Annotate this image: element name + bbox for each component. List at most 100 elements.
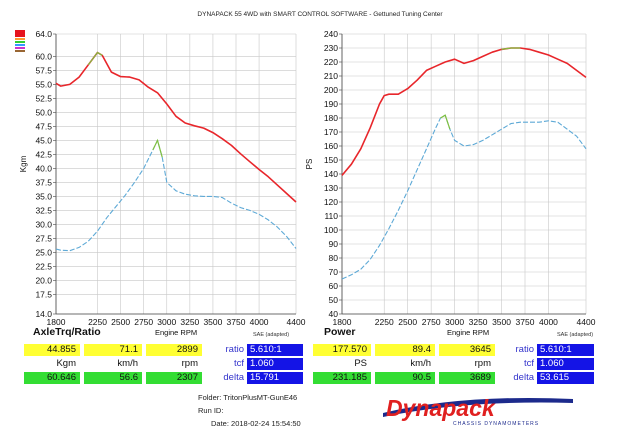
run-swatch-2[interactable] <box>15 38 25 40</box>
date-label: Date: <box>211 419 229 428</box>
logo-subtext: CHASSIS DYNAMOMETERS <box>453 421 539 427</box>
power-x-tick-label: 3250 <box>469 317 488 327</box>
torque-peak-rpm: 2307 <box>146 372 202 384</box>
run-swatch-3[interactable] <box>15 41 25 43</box>
power-y-tick-label: 240 <box>324 29 338 39</box>
torque-x-tick-label: 3500 <box>203 317 222 327</box>
power-rpm: 3645 <box>439 344 495 356</box>
torque-xlabel: Engine RPM <box>155 328 198 337</box>
power-y-tick-label: 60 <box>329 281 339 291</box>
right-ratio-label: ratio <box>515 344 534 355</box>
torque-rpm-unit: rpm <box>181 358 198 369</box>
report-title: DYNAPACK 55 4WD with SMART CONTROL SOFTW… <box>197 11 443 18</box>
power-rpm-unit: rpm <box>474 358 491 369</box>
torque-y-tick-label: 35.0 <box>35 191 52 201</box>
left-delta-value[interactable]: 15.791 <box>247 372 303 384</box>
runid-row: Run ID: <box>198 406 223 415</box>
torque-value: 44.855 <box>24 344 80 356</box>
power-x-tick-label: 4000 <box>539 317 558 327</box>
power-y-tick-label: 40 <box>329 309 339 319</box>
torque-rpm: 2899 <box>146 344 202 356</box>
torque-y-tick-label: 55.0 <box>35 79 52 89</box>
torque-series-2-peak <box>152 138 163 158</box>
torque-note: SAE (adapted) <box>253 332 290 338</box>
torque-y-tick-label: 47.5 <box>35 121 52 131</box>
left-tcf-value[interactable]: 1.060 <box>247 358 303 370</box>
right-delta-value[interactable]: 53.615 <box>537 372 594 384</box>
power-y-tick-label: 110 <box>324 211 338 221</box>
torque-peak-value: 60.646 <box>24 372 80 384</box>
power-speed: 89.4 <box>375 344 435 356</box>
power-y-tick-label: 230 <box>324 43 338 53</box>
run-swatch-6[interactable] <box>15 50 25 52</box>
torque-unit-label: Kgm <box>56 358 76 369</box>
power-y-tick-label: 70 <box>329 267 339 277</box>
torque-y-tick-label: 57.5 <box>35 65 52 75</box>
right-ratio-value[interactable]: 5.610:1 <box>537 344 594 356</box>
run-swatch-1[interactable] <box>15 30 25 37</box>
torque-y-tick-label: 60.0 <box>35 51 52 61</box>
run-swatch-5[interactable] <box>15 47 25 49</box>
power-series-2-peak <box>440 114 451 130</box>
left-ratio-label: ratio <box>225 344 244 355</box>
torque-speed: 71.1 <box>84 344 142 356</box>
torque-y-tick-label: 27.5 <box>35 233 52 243</box>
power-y-tick-label: 210 <box>324 71 338 81</box>
date-row: Date: 2018-02-24 15:54:50 <box>211 419 301 428</box>
runid-label: Run ID: <box>198 406 224 415</box>
power-chart-name: Power <box>324 326 356 338</box>
torque-chart-name: AxleTrq/Ratio <box>33 326 101 338</box>
power-x-tick-label: 3000 <box>445 317 464 327</box>
torque-y-tick-label: 25.0 <box>35 247 52 257</box>
torque-plot-area: 64.0 60.0 57.5 55.0 52.5 50.0 47.5 45.0 42.5 40.0… <box>19 29 306 327</box>
right-delta-label: delta <box>513 372 534 383</box>
torque-y-tick-label: 52.5 <box>35 93 52 103</box>
power-x-tick-label: 4400 <box>577 317 596 327</box>
left-delta-label: delta <box>223 372 244 383</box>
torque-peak-speed: 56.6 <box>84 372 142 384</box>
right-tcf-label: tcf <box>523 358 534 369</box>
torque-y-tick-label: 64.0 <box>35 29 52 39</box>
power-y-tick-label: 150 <box>324 155 338 165</box>
date-value: 2018-02-24 15:54:50 <box>231 419 301 428</box>
power-ylabel: PS <box>305 159 314 170</box>
torque-y-tick-label: 20.0 <box>35 275 52 285</box>
folder-row: Folder: TritonPlusMT-GunE46 <box>198 393 297 402</box>
logo-swoosh <box>383 397 573 417</box>
left-ratio-value[interactable]: 5.610:1 <box>247 344 303 356</box>
power-y-tick-label: 130 <box>324 183 338 193</box>
power-y-tick-label: 200 <box>324 85 338 95</box>
power-y-tick-label: 120 <box>324 197 338 207</box>
power-series-1-peak <box>501 47 521 50</box>
power-x-tick-label: 2250 <box>375 317 394 327</box>
power-y-tick-label: 160 <box>324 141 338 151</box>
power-value: 177.570 <box>313 344 371 356</box>
power-y-tick-label: 50 <box>329 295 339 305</box>
power-y-tick-label: 220 <box>324 57 338 67</box>
torque-y-tick-label: 22.5 <box>35 261 52 271</box>
power-y-tick-label: 170 <box>324 127 338 137</box>
power-speed-unit: km/h <box>410 358 431 369</box>
torque-x-tick-label: 1800 <box>47 317 66 327</box>
torque-y-tick-label: 37.5 <box>35 177 52 187</box>
torque-y-tick-label: 40.0 <box>35 163 52 173</box>
torque-y-tick-label: 45.0 <box>35 135 52 145</box>
run-color-swatches <box>15 30 25 53</box>
torque-x-tick-label: 3250 <box>180 317 199 327</box>
torque-series-2-line <box>55 139 297 252</box>
run-swatch-4[interactable] <box>15 44 25 46</box>
torque-ylabel: Kgm <box>19 155 28 172</box>
right-tcf-value[interactable]: 1.060 <box>537 358 594 370</box>
torque-y-tick-label: 14.0 <box>35 309 52 319</box>
torque-y-tick-label: 30.0 <box>35 219 52 229</box>
torque-y-tick-label: 17.5 <box>35 289 52 299</box>
power-x-tick-label: 1800 <box>333 317 352 327</box>
left-tcf-label: tcf <box>233 358 244 369</box>
power-y-tick-label: 190 <box>324 99 338 109</box>
power-x-tick-label: 3500 <box>492 317 511 327</box>
power-y-tick-label: 180 <box>324 113 338 123</box>
torque-x-tick-label: 4000 <box>250 317 269 327</box>
